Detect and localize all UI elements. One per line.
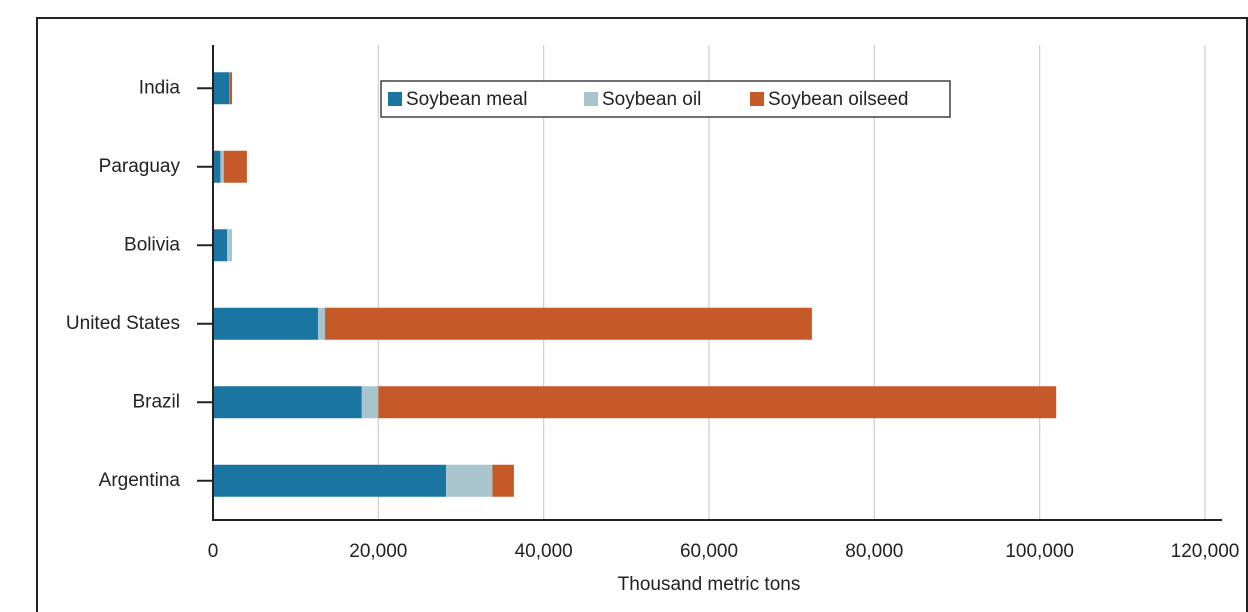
y-tick-label: India xyxy=(139,77,181,98)
x-tick-label: 20,000 xyxy=(349,541,407,562)
bar xyxy=(446,464,493,497)
y-tick-label: Argentina xyxy=(99,470,181,491)
bar xyxy=(213,464,447,497)
legend-swatch xyxy=(750,92,764,106)
x-axis-label: Thousand metric tons xyxy=(618,574,801,595)
legend-label: Soybean oil xyxy=(602,89,701,110)
bar xyxy=(220,150,224,183)
bar xyxy=(325,307,812,340)
x-tick-label: 80,000 xyxy=(845,541,903,562)
bar xyxy=(227,229,233,262)
legend-label: Soybean meal xyxy=(406,89,527,110)
y-tick-label: Bolivia xyxy=(124,234,180,255)
legend-box xyxy=(380,80,951,118)
legend-label: Soybean oilseed xyxy=(768,89,909,110)
bar xyxy=(223,150,247,183)
x-tick-label: 60,000 xyxy=(680,541,738,562)
bar xyxy=(213,150,221,183)
bar xyxy=(213,72,230,105)
x-tick-label: 100,000 xyxy=(1005,541,1074,562)
x-tick-label: 0 xyxy=(208,541,219,562)
bar xyxy=(317,307,326,340)
x-tick-label: 120,000 xyxy=(1171,541,1240,562)
bar xyxy=(213,229,228,262)
y-tick-label: Paraguay xyxy=(99,156,181,177)
y-tick-label: Brazil xyxy=(132,391,180,412)
legend: Soybean meal Soybean oil Soybean oilseed xyxy=(380,80,951,118)
y-tick-label: United States xyxy=(66,313,180,334)
bar xyxy=(213,386,362,419)
bar xyxy=(492,464,514,497)
bar xyxy=(361,386,379,419)
legend-swatch xyxy=(584,92,598,106)
x-tick-label: 40,000 xyxy=(515,541,573,562)
legend-swatch xyxy=(388,92,402,106)
bar xyxy=(213,307,318,340)
frame xyxy=(36,17,1248,612)
bar xyxy=(229,72,233,105)
bar xyxy=(378,386,1057,419)
